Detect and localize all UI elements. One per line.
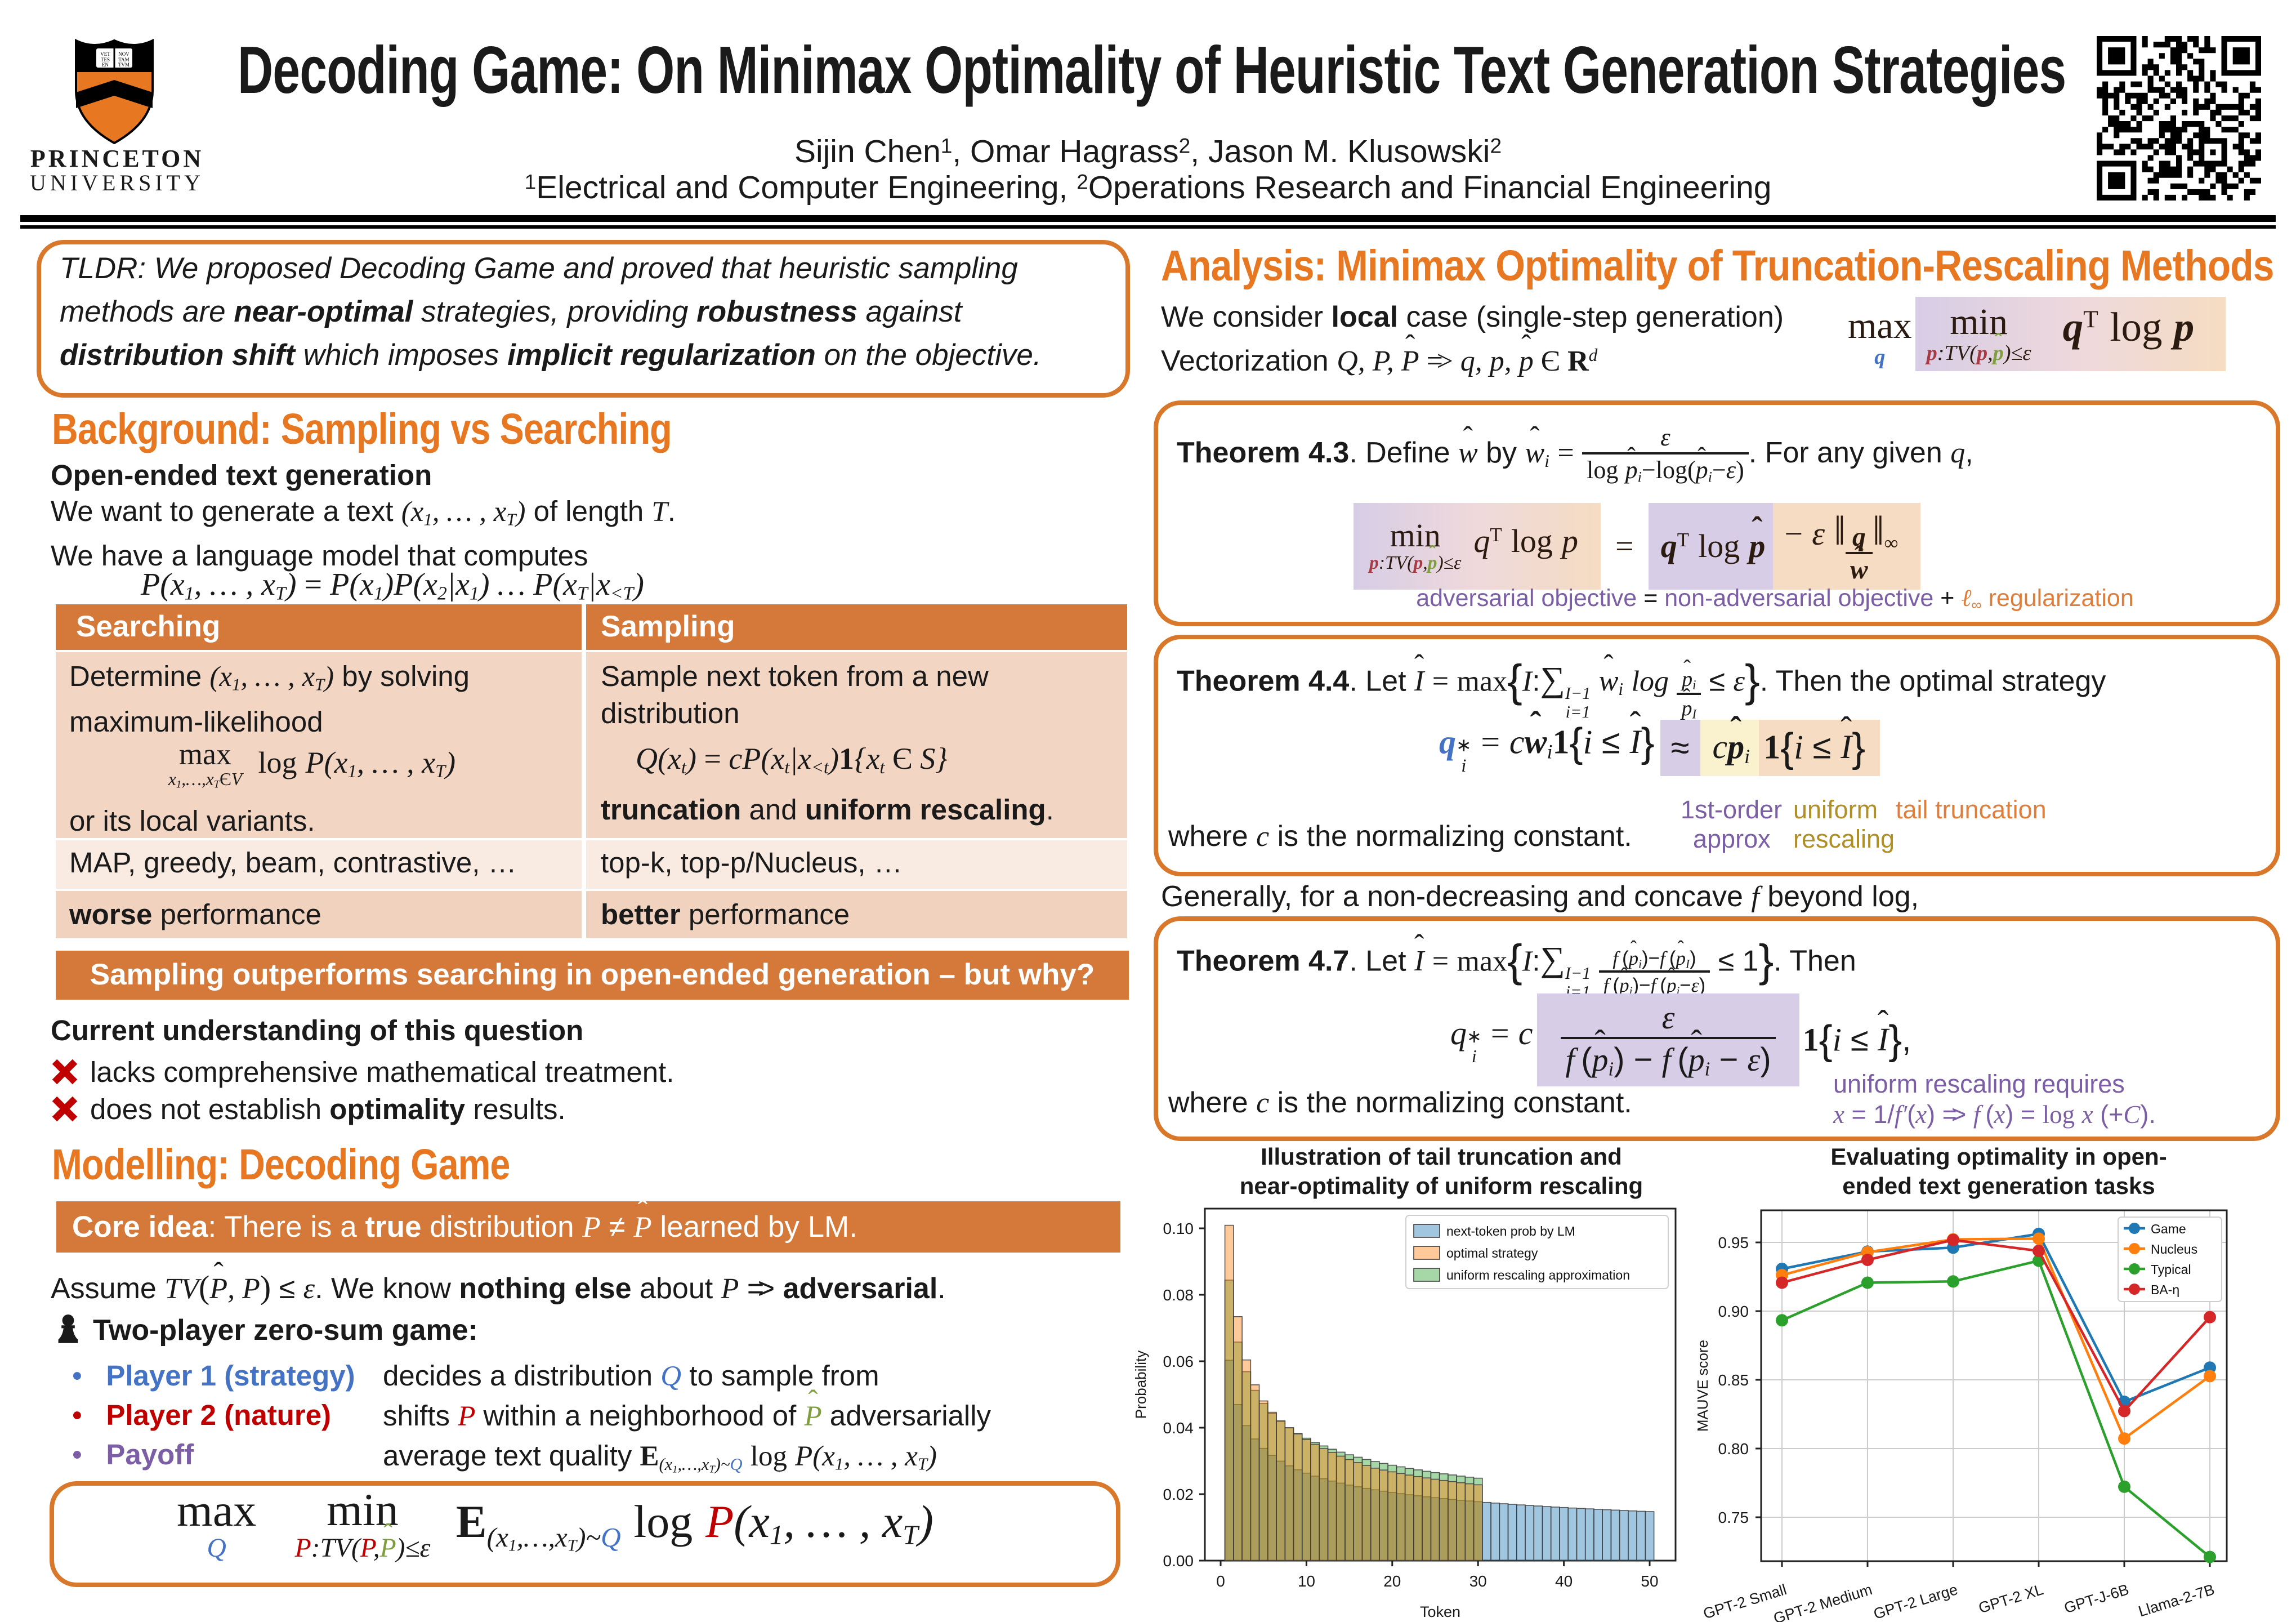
svg-text:Probability: Probability bbox=[1132, 1351, 1149, 1419]
svg-text:GPT-J-6B: GPT-J-6B bbox=[2062, 1581, 2131, 1616]
svg-text:GPT-2 Large: GPT-2 Large bbox=[1871, 1581, 1960, 1622]
svg-text:TAM: TAM bbox=[118, 57, 129, 63]
svg-text:Nucleus: Nucleus bbox=[2151, 1242, 2197, 1256]
svg-text:GPT-2 Medium: GPT-2 Medium bbox=[1771, 1581, 1874, 1622]
svg-text:NOV: NOV bbox=[118, 51, 129, 57]
svg-text:0.06: 0.06 bbox=[1163, 1353, 1194, 1370]
svg-text:next-token prob by LM: next-token prob by LM bbox=[1446, 1224, 1575, 1238]
svg-text:0.85: 0.85 bbox=[1718, 1371, 1749, 1389]
svg-text:TES: TES bbox=[101, 57, 110, 63]
svg-text:Llama-2-7B: Llama-2-7B bbox=[2137, 1581, 2217, 1620]
svg-text:50: 50 bbox=[1641, 1572, 1658, 1590]
svg-text:Token: Token bbox=[1420, 1603, 1460, 1620]
svg-text:0.02: 0.02 bbox=[1163, 1486, 1194, 1503]
svg-text:0.95: 0.95 bbox=[1718, 1234, 1749, 1251]
svg-text:0.80: 0.80 bbox=[1718, 1440, 1749, 1458]
svg-text:0.00: 0.00 bbox=[1163, 1552, 1194, 1570]
svg-text:MAUVE score: MAUVE score bbox=[1694, 1340, 1711, 1432]
svg-text:optimal strategy: optimal strategy bbox=[1446, 1246, 1538, 1260]
svg-text:40: 40 bbox=[1555, 1572, 1573, 1590]
svg-text:EN: EN bbox=[102, 62, 109, 68]
svg-text:0.75: 0.75 bbox=[1718, 1509, 1749, 1526]
svg-text:GPT-2 XL: GPT-2 XL bbox=[1977, 1581, 2045, 1616]
svg-text:VET: VET bbox=[100, 51, 110, 57]
svg-text:Typical: Typical bbox=[2151, 1262, 2191, 1277]
svg-text:10: 10 bbox=[1298, 1572, 1315, 1590]
svg-text:20: 20 bbox=[1383, 1572, 1401, 1590]
svg-text:0.90: 0.90 bbox=[1718, 1303, 1749, 1320]
svg-text:0.10: 0.10 bbox=[1163, 1220, 1194, 1237]
svg-text:0.08: 0.08 bbox=[1163, 1286, 1194, 1304]
svg-text:0: 0 bbox=[1216, 1572, 1225, 1590]
svg-text:TVM: TVM bbox=[118, 62, 129, 68]
svg-text:0.04: 0.04 bbox=[1163, 1419, 1194, 1437]
svg-text:uniform rescaling approximatio: uniform rescaling approximation bbox=[1446, 1268, 1630, 1282]
svg-text:30: 30 bbox=[1469, 1572, 1487, 1590]
svg-text:BA-η: BA-η bbox=[2151, 1282, 2179, 1297]
svg-text:Game: Game bbox=[2151, 1222, 2186, 1236]
